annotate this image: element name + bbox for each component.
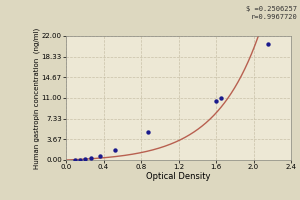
Point [73,158,78,162]
Point [112,148,117,151]
Point [78,158,82,161]
Point [89,157,94,160]
Text: $ =0.2506257
r=0.9967720: $ =0.2506257 r=0.9967720 [246,6,297,20]
X-axis label: Optical Density: Optical Density [146,172,211,181]
Point [145,130,150,133]
Point [97,154,102,158]
Point [82,158,87,161]
Point [218,96,223,100]
Point [214,99,218,102]
Y-axis label: Human gastropin concentration  (ng/ml): Human gastropin concentration (ng/ml) [34,27,40,169]
Point [265,43,270,46]
